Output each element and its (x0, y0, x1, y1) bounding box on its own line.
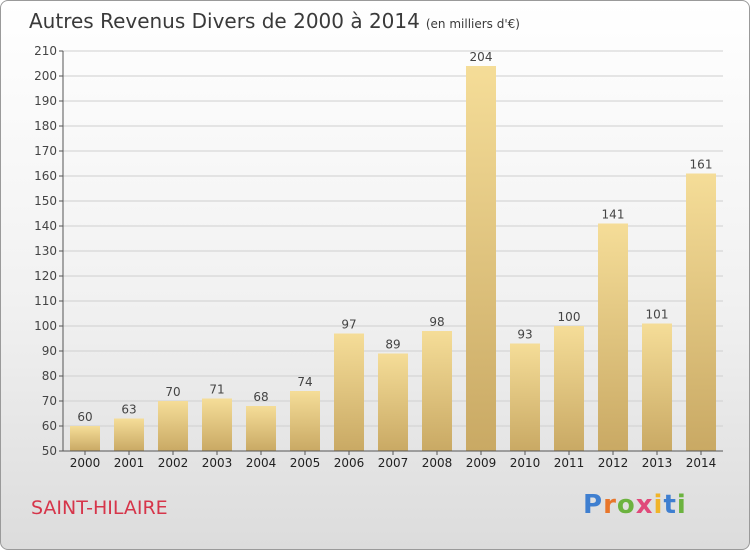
y-tick-label: 140 (34, 219, 57, 233)
proxiti-logo: Proxiti (583, 490, 687, 520)
bar-value-label: 141 (602, 208, 625, 222)
bar (202, 398, 232, 451)
bar (554, 326, 584, 451)
bar-value-label: 74 (297, 375, 312, 389)
y-tick-label: 210 (34, 44, 57, 58)
bar (158, 401, 188, 451)
x-tick-label: 2009 (466, 456, 497, 470)
bar (246, 406, 276, 451)
y-tick-label: 80 (42, 369, 57, 383)
y-tick-label: 160 (34, 169, 57, 183)
x-tick-label: 2000 (70, 456, 101, 470)
bar (70, 426, 100, 451)
x-tick-label: 2012 (598, 456, 629, 470)
x-tick-label: 2006 (334, 456, 365, 470)
bar-value-label: 101 (646, 308, 669, 322)
y-tick-label: 180 (34, 119, 57, 133)
bar (642, 323, 672, 451)
y-tick-label: 60 (42, 419, 57, 433)
commune-name: SAINT-HILAIRE (31, 497, 168, 519)
bar-value-label: 97 (341, 318, 356, 332)
chart-title: Autres Revenus Divers de 2000 à 2014 (en … (29, 9, 520, 33)
bar (686, 173, 716, 451)
bar-value-label: 63 (121, 403, 136, 417)
y-tick-label: 200 (34, 69, 57, 83)
x-tick-label: 2003 (202, 456, 233, 470)
bar-value-label: 70 (165, 385, 180, 399)
y-tick-label: 70 (42, 394, 57, 408)
bar-value-label: 93 (517, 328, 532, 342)
x-tick-label: 2002 (158, 456, 189, 470)
bar-value-label: 68 (253, 390, 268, 404)
chart-title-text: Autres Revenus Divers de 2000 à 2014 (29, 9, 420, 33)
y-tick-label: 100 (34, 319, 57, 333)
bar (466, 66, 496, 451)
x-tick-label: 2013 (642, 456, 673, 470)
y-tick-label: 90 (42, 344, 57, 358)
bar (114, 418, 144, 451)
x-tick-label: 2005 (290, 456, 321, 470)
bar (598, 223, 628, 451)
bar (290, 391, 320, 451)
y-tick-label: 150 (34, 194, 57, 208)
x-tick-label: 2007 (378, 456, 409, 470)
x-tick-label: 2011 (554, 456, 585, 470)
bar-value-label: 71 (209, 383, 224, 397)
x-tick-label: 2010 (510, 456, 541, 470)
bar-value-label: 60 (77, 410, 92, 424)
y-tick-label: 170 (34, 144, 57, 158)
y-tick-label: 50 (42, 444, 57, 458)
x-tick-label: 2008 (422, 456, 453, 470)
y-tick-label: 130 (34, 244, 57, 258)
bar (378, 353, 408, 451)
bar-value-label: 98 (429, 315, 444, 329)
bar-value-label: 100 (558, 310, 581, 324)
bar-value-label: 161 (690, 158, 713, 172)
x-tick-label: 2004 (246, 456, 277, 470)
chart-subtitle: (en milliers d'€) (425, 17, 520, 31)
y-tick-label: 190 (34, 94, 57, 108)
y-tick-label: 110 (34, 294, 57, 308)
bar (422, 331, 452, 451)
bar (510, 343, 540, 451)
bar (334, 333, 364, 451)
bar-value-label: 89 (385, 338, 400, 352)
bar-value-label: 204 (470, 50, 493, 64)
x-tick-label: 2001 (114, 456, 145, 470)
x-tick-label: 2014 (686, 456, 717, 470)
y-tick-label: 120 (34, 269, 57, 283)
